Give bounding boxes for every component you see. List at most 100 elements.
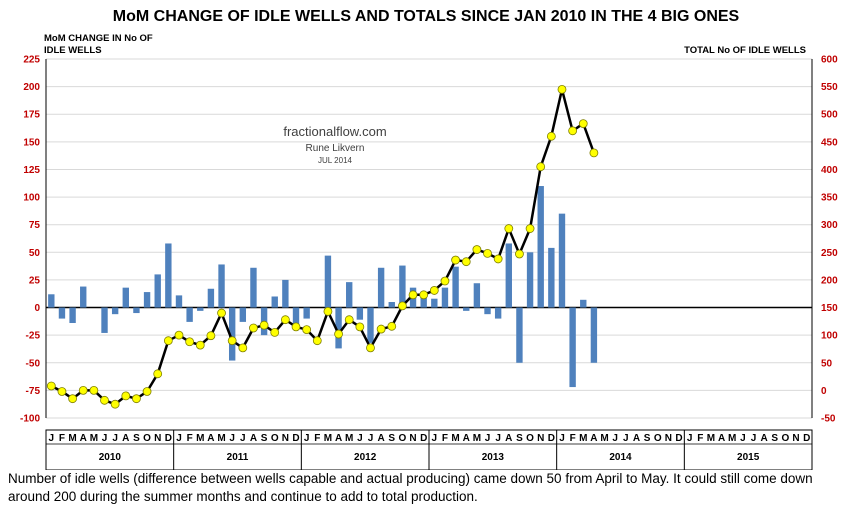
year-label: 2015 xyxy=(737,452,760,463)
left-tick-label: 25 xyxy=(29,275,41,286)
line-point xyxy=(419,290,429,300)
month-label: M xyxy=(728,433,736,444)
month-label: A xyxy=(761,433,768,444)
line-point xyxy=(515,249,524,259)
right-tick-label: 0 xyxy=(821,386,827,397)
line-point xyxy=(525,224,535,233)
line-point xyxy=(46,381,56,391)
bar xyxy=(473,283,481,308)
month-label: A xyxy=(335,433,342,444)
month-label: D xyxy=(292,433,299,444)
month-label: N xyxy=(792,433,799,444)
bar xyxy=(292,307,300,325)
month-label: M xyxy=(90,433,98,444)
month-label: O xyxy=(143,433,151,444)
month-label: O xyxy=(782,433,790,444)
month-label: J xyxy=(240,433,246,444)
month-label: M xyxy=(324,433,332,444)
bar xyxy=(516,307,523,363)
left-tick-label: 200 xyxy=(23,82,40,93)
month-label: J xyxy=(102,433,108,444)
left-tick-label: -50 xyxy=(26,358,41,369)
total-line xyxy=(50,89,596,406)
bar xyxy=(154,274,161,308)
month-label: N xyxy=(282,433,289,444)
right-tick-label: 350 xyxy=(821,193,838,204)
line-point xyxy=(142,387,152,396)
year-label: 2011 xyxy=(227,452,249,463)
line-point xyxy=(227,336,237,346)
month-label: J xyxy=(229,433,235,444)
right-tick-label: 450 xyxy=(821,137,838,148)
month-label: S xyxy=(771,433,778,444)
line-point xyxy=(312,336,322,346)
bar xyxy=(111,307,119,315)
month-label: S xyxy=(388,433,395,444)
month-label: J xyxy=(751,433,757,444)
right-tick-label: 200 xyxy=(821,275,838,286)
line-point xyxy=(259,320,269,330)
month-label: A xyxy=(378,433,385,444)
month-label: M xyxy=(451,433,459,444)
left-tick-label: 125 xyxy=(23,165,40,176)
watermark: fractionalflow.com Rune Likvern JUL 2014 xyxy=(283,124,386,165)
bar xyxy=(239,307,247,322)
right-tick-label: 500 xyxy=(821,110,838,121)
line-point xyxy=(57,387,67,396)
right-tick-label: 100 xyxy=(821,331,838,342)
line-point xyxy=(153,369,163,379)
line-point xyxy=(472,245,482,254)
month-label: D xyxy=(165,433,172,444)
bar xyxy=(282,279,289,308)
bar xyxy=(399,265,406,308)
month-label: A xyxy=(633,433,640,444)
bar xyxy=(420,293,427,308)
month-label: F xyxy=(314,433,320,444)
month-label: N xyxy=(665,433,672,444)
bar xyxy=(441,287,449,308)
month-label: O xyxy=(654,433,662,444)
month-label: F xyxy=(442,433,448,444)
line-point xyxy=(451,255,460,265)
line-point xyxy=(398,301,407,311)
chart: MoM CHANGE OF IDLE WELLS AND TOTALS SINC… xyxy=(20,8,838,470)
month-label: A xyxy=(463,433,470,444)
month-label: M xyxy=(345,433,353,444)
month-label: J xyxy=(432,433,438,444)
month-label: J xyxy=(495,433,501,444)
bar xyxy=(58,307,66,319)
month-label: S xyxy=(644,433,651,444)
bar xyxy=(175,295,183,308)
line-point xyxy=(110,399,120,409)
month-label: N xyxy=(409,433,416,444)
month-label: N xyxy=(537,433,544,444)
right-axis-ticks: -50 0 50 100 150 200 250 300 350 400 450 500 550 600 xyxy=(821,55,838,425)
left-axis-label-line2: IDLE WELLS xyxy=(44,45,102,56)
left-tick-label: -100 xyxy=(20,414,40,425)
watermark-date: JUL 2014 xyxy=(318,156,353,165)
line-point xyxy=(78,385,88,395)
year-label: 2013 xyxy=(482,452,505,463)
line-point xyxy=(387,321,397,331)
bar xyxy=(580,299,587,308)
left-tick-label: 100 xyxy=(23,193,40,204)
month-label: M xyxy=(68,433,76,444)
line-point xyxy=(493,254,503,264)
line-point xyxy=(355,322,365,332)
year-label: 2012 xyxy=(354,452,377,463)
line-point xyxy=(376,324,386,334)
left-tick-label: 0 xyxy=(34,303,40,314)
month-label: J xyxy=(112,433,118,444)
right-tick-label: 50 xyxy=(821,358,833,369)
bar xyxy=(271,296,278,308)
bar xyxy=(207,288,215,308)
line-point xyxy=(366,343,375,353)
bar xyxy=(463,307,470,311)
bar xyxy=(228,307,236,361)
bar xyxy=(452,266,459,308)
month-label: M xyxy=(579,433,587,444)
right-tick-label: -50 xyxy=(821,414,836,425)
line-point xyxy=(344,315,354,325)
line-point xyxy=(291,322,301,332)
